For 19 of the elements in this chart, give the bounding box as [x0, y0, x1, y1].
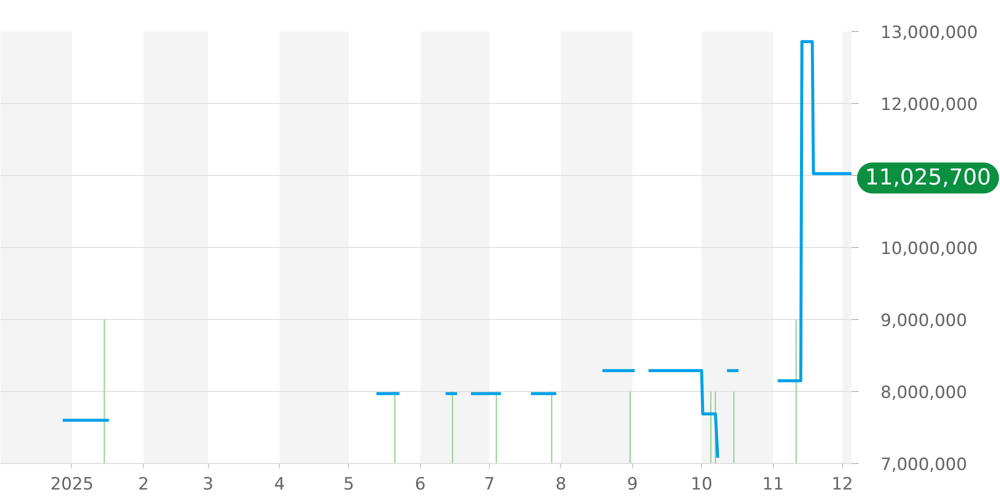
x-tick-label: 10 [690, 474, 712, 494]
y-tick-label: 12,000,000 [880, 95, 978, 115]
x-tick-label: 9 [627, 474, 638, 494]
x-tick-label: 5 [343, 474, 354, 494]
x-tick-label: 11 [762, 474, 784, 494]
y-tick-label: 10,000,000 [880, 239, 978, 259]
x-tick-label: 2 [138, 474, 149, 494]
x-tick-label: 6 [414, 474, 426, 494]
y-tick-label: 7,000,000 [880, 455, 968, 475]
x-tick-label: 8 [556, 474, 566, 494]
x-tick-label: 12 [831, 474, 854, 494]
x-tick-label: 3 [202, 474, 214, 494]
y-tick-label: 8,000,000 [880, 383, 968, 403]
y-tick-label: 9,000,000 [880, 311, 968, 331]
y-tick-label: 13,000,000 [880, 23, 978, 43]
x-tick-label: 7 [484, 474, 495, 494]
x-tick-label: 2025 [50, 474, 94, 494]
x-tick-label: 4 [274, 474, 285, 494]
data-label: 11,025,700 [865, 164, 991, 192]
